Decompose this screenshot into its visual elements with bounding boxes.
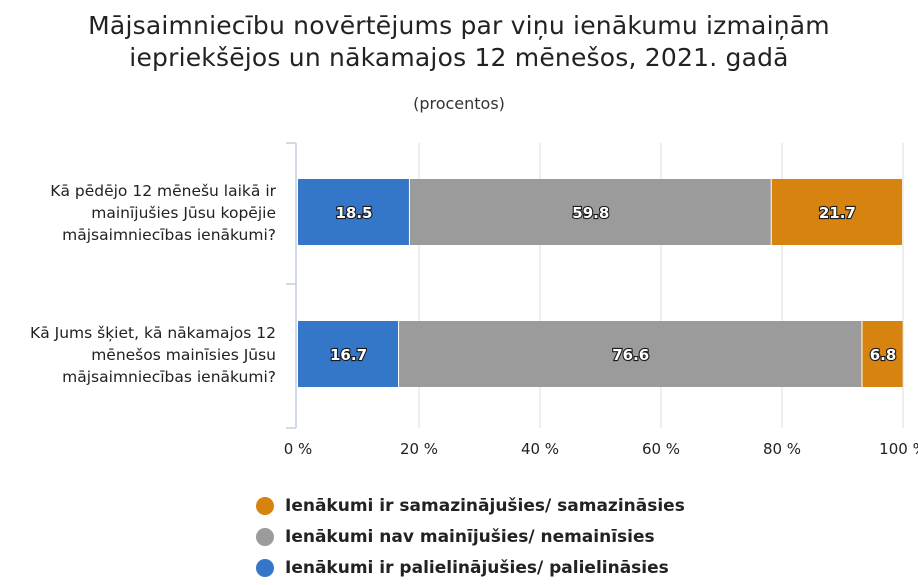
legend-swatch-icon [256,496,274,515]
chart-subtitle: (procentos) [413,94,505,113]
data-label: 21.7 [819,204,856,222]
data-label: 76.6 [612,346,649,364]
x-tick-label: 0 % [284,440,313,458]
category-label-line: mājsaimniecības ienākumi? [62,368,276,386]
category-label-line: Kā pēdējo 12 mēnešu laikā ir [50,182,276,200]
legend-swatch-icon [256,527,274,546]
legend-swatch-icon [256,558,274,577]
category-label-line: mēnešos mainīsies Jūsu [91,346,276,364]
category-label: Kā Jums šķiet, kā nākamajos 12 mēnešos ma… [30,324,276,386]
data-label: 6.8 [870,346,897,364]
bar-chart: Kā pēdējo 12 mēnešu laikā ir mainījušies … [30,142,918,458]
x-tick-label: 60 % [642,440,680,458]
bar-segment [399,321,862,387]
bar-segment [298,321,399,387]
legend-item: Ienākumi nav mainījušies/ nemainīsies [256,521,685,552]
data-label: 59.8 [572,204,609,222]
chart-title: Mājsaimniecību novērtējums par viņu ienā… [0,10,918,74]
data-label: 18.5 [335,204,372,222]
legend-item: Ienākumi ir samazinājušies/ samazināsies [256,490,685,521]
chart-title-line: Mājsaimniecību novērtējums par viņu ienā… [88,11,830,40]
bar-segment [771,179,902,245]
bar-segment [862,321,903,387]
category-label: Kā pēdējo 12 mēnešu laikā ir mainījušies … [50,182,276,244]
data-label: 16.7 [330,346,367,364]
bar-segment [409,179,771,245]
legend-label: Ienākumi ir samazinājušies/ samazināsies [285,495,685,516]
chart-title-line: iepriekšējos un nākamajos 12 mēnešos, 20… [129,43,789,72]
legend-label: Ienākumi nav mainījušies/ nemainīsies [285,526,655,547]
x-tick-label: 20 % [400,440,438,458]
category-label-line: mājsaimniecības ienākumi? [62,226,276,244]
category-label-line: mainījušies Jūsu kopējie [91,204,276,222]
chart-legend: Ienākumi ir samazinājušies/ samazināsies… [256,490,685,583]
x-tick-label: 80 % [763,440,801,458]
x-tick-label: 100 % [879,440,918,458]
legend-label: Ienākumi ir palielinājušies/ palielināsi… [285,557,669,578]
x-tick-label: 40 % [521,440,559,458]
legend-item: Ienākumi ir palielinājušies/ palielināsi… [256,552,685,583]
bar-segment [298,179,409,245]
category-label-line: Kā Jums šķiet, kā nākamajos 12 [30,324,276,342]
